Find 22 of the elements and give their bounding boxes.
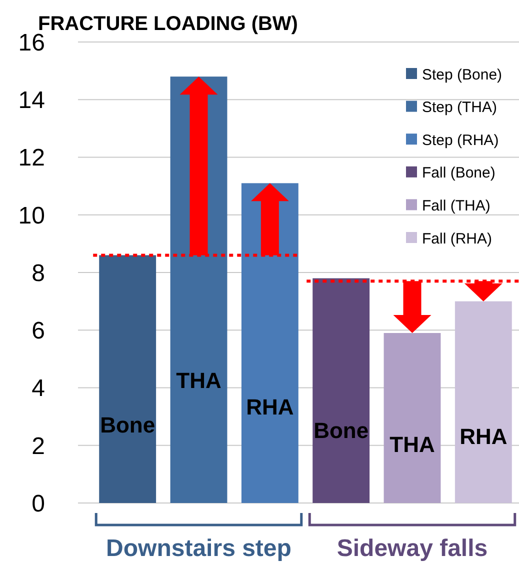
y-tick-label: 0	[32, 490, 45, 518]
x-tick-label: Bone	[100, 412, 156, 438]
y-tick-label: 14	[18, 87, 45, 114]
y-tick-label: 2	[32, 432, 45, 460]
x-tick-label: THA	[176, 368, 222, 393]
x-tick-label: RHA	[460, 424, 508, 449]
x-tick-label: THA	[390, 432, 435, 457]
legend-label: Step (THA)	[422, 99, 498, 116]
text: Downstairs step	[106, 535, 292, 562]
x-tick-label: RHA	[246, 394, 294, 420]
legend-label: Fall (THA)	[422, 197, 490, 214]
legend-label: Step (Bone)	[422, 66, 502, 84]
y-tick-label: 8	[32, 260, 45, 287]
legend-label: Fall (Bone)	[422, 164, 496, 182]
y-tick-label: 4	[32, 375, 45, 402]
y-tick-label: 12	[18, 144, 45, 172]
y-tick-label: 6	[32, 318, 45, 345]
legend-label: Fall (RHA)	[422, 230, 492, 248]
legend-label: Step (RHA)	[422, 132, 499, 149]
text: Sideway falls	[336, 535, 488, 562]
y-tick-label: 10	[18, 202, 45, 230]
x-tick-label: Bone	[314, 418, 369, 444]
